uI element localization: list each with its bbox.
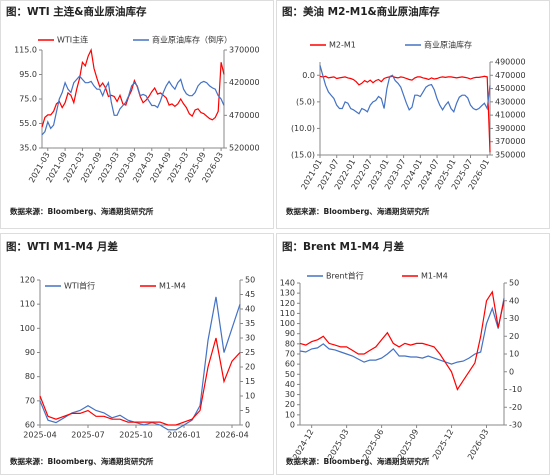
y2-tick-label: -30: [509, 421, 522, 430]
y-tick-label: 100: [280, 319, 295, 328]
y2-tick-label: 20: [245, 363, 255, 372]
y-tick-label: 70: [25, 396, 35, 405]
series-line: [39, 296, 241, 431]
y2-tick-label: 410000: [495, 111, 526, 120]
y2-tick-label: 470000: [495, 71, 526, 80]
chart-title: 图：WTI M1-M4 月差: [6, 240, 118, 253]
y2-tick-label: 35: [245, 319, 255, 328]
legend-label: 商业原油库存: [424, 40, 472, 50]
y2-tick-label: 430000: [495, 97, 526, 106]
legend-label: Brent首行: [326, 271, 364, 281]
y-tick-label: 70: [285, 350, 295, 359]
x-tick-label: 2026-03: [466, 428, 491, 461]
y2-tick-label: 450000: [495, 84, 526, 93]
panel-frame: [0, 0, 274, 229]
y-tick-label: 10: [285, 410, 295, 419]
legend-label: M1-M4: [159, 282, 186, 291]
legend-label: WTI首行: [64, 281, 95, 291]
chart-source: 数据来源：Bloomberg、海通期货研究所: [10, 206, 154, 216]
y2-tick-label: 10: [245, 392, 255, 401]
series-line: [319, 65, 491, 115]
y2-tick-label: 5: [245, 406, 250, 415]
x-tick-label: 2025-10: [119, 431, 152, 440]
y2-tick-label: 420000: [229, 78, 260, 87]
y2-tick-label: 20: [509, 332, 519, 341]
y-tick-label: 0.0: [302, 71, 315, 80]
legend-label: M1-M4: [421, 272, 448, 281]
chart-title: 图：Brent M1-M4 月差: [282, 240, 404, 253]
y2-tick-label: -20: [509, 403, 522, 412]
y-tick-label: 110: [280, 309, 295, 318]
series-line: [299, 298, 505, 365]
y2-tick-label: 30: [245, 334, 255, 343]
chart-title: 图：美油 M2-M1&商业原油库存: [282, 5, 440, 18]
y-tick-label: 60: [25, 421, 35, 430]
y2-tick-label: 350000: [495, 151, 526, 160]
y-tick-label: 130: [280, 289, 295, 298]
y-tick-label: 60: [285, 360, 295, 369]
x-tick-label: 2026-01: [167, 431, 200, 440]
y-tick-label: (5.0): [296, 97, 315, 106]
y2-tick-label: 50: [509, 279, 519, 288]
legend-label: 商业原油库存（倒序）: [152, 35, 232, 45]
series-line: [39, 337, 241, 426]
y2-tick-label: -10: [509, 385, 522, 394]
y-tick-label: 50: [285, 370, 295, 379]
y-tick-label: 95.0: [19, 70, 37, 79]
series-line: [41, 47, 225, 128]
x-tick-label: 2025-07: [71, 431, 104, 440]
y-tick-label: 0: [290, 421, 295, 430]
legend-label: WTI主连: [57, 35, 88, 45]
y2-tick-label: 370000: [495, 137, 526, 146]
y2-tick-label: 490000: [495, 58, 526, 67]
series-line: [41, 75, 225, 136]
chart-title: 图：WTI 主连&商业原油库存: [6, 5, 147, 18]
y-tick-label: 80: [285, 339, 295, 348]
y-tick-label: 110: [20, 300, 35, 309]
y2-tick-label: 40: [509, 296, 519, 305]
x-tick-label: 2025-12: [431, 428, 456, 461]
y2-tick-label: 25: [245, 348, 255, 357]
y-tick-label: 80: [25, 372, 35, 381]
x-tick-label: 2026-04: [215, 431, 248, 440]
y2-tick-label: 0: [509, 367, 514, 376]
chart-source: 数据来源：Bloomberg、海通期货研究所: [286, 456, 430, 466]
y2-tick-label: 370000: [229, 46, 260, 55]
y-tick-label: 90: [25, 348, 35, 357]
y-tick-label: 120: [20, 276, 35, 285]
y2-tick-label: 520000: [229, 144, 260, 153]
y-tick-label: 20: [285, 400, 295, 409]
series-line: [299, 290, 505, 391]
y-tick-label: 55.0: [19, 119, 37, 128]
y-tick-label: 90: [285, 329, 295, 338]
y-tick-label: 140: [280, 279, 295, 288]
legend-label: M2-M1: [329, 41, 356, 50]
y2-tick-label: 0: [245, 421, 250, 430]
y2-tick-label: 470000: [229, 111, 260, 120]
chart-source: 数据来源：Bloomberg、海通期货研究所: [286, 206, 430, 216]
y2-tick-label: 10: [509, 350, 519, 359]
y2-tick-label: 50: [245, 276, 255, 285]
y2-tick-label: 40: [245, 305, 255, 314]
y-tick-label: 30: [285, 390, 295, 399]
y-tick-label: 35.0: [19, 144, 37, 153]
y-tick-label: (15.0): [291, 151, 315, 160]
series-line: [319, 75, 491, 153]
x-tick-label: 2025-04: [23, 431, 56, 440]
y2-tick-label: 30: [509, 314, 519, 323]
chart-source: 数据来源：Bloomberg、海通期货研究所: [10, 456, 154, 466]
y-tick-label: 75.0: [19, 95, 37, 104]
y-tick-label: 115.0: [14, 46, 37, 55]
y2-tick-label: 45: [245, 290, 255, 299]
y-tick-label: 120: [280, 299, 295, 308]
y2-tick-label: 15: [245, 377, 255, 386]
y-tick-label: (10.0): [291, 124, 315, 133]
y-tick-label: 100: [20, 324, 35, 333]
y-tick-label: 40: [285, 380, 295, 389]
y2-tick-label: 390000: [495, 124, 526, 133]
